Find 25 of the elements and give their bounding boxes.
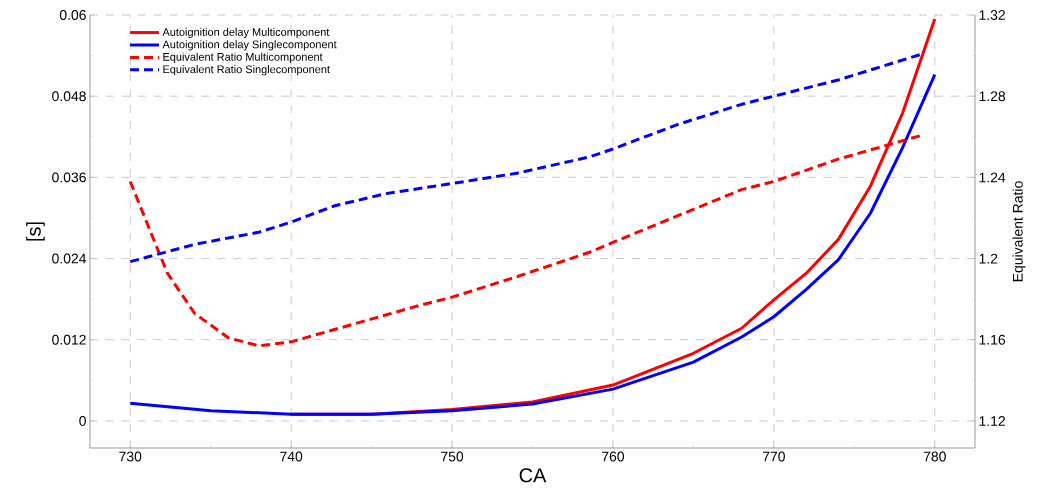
y-axis-title: [s] — [26, 222, 45, 241]
x-axis-title: CA — [519, 468, 547, 483]
legend-label: Equivalent Ratio Multicomponent — [163, 52, 323, 63]
y2-axis-title: Equivalent Ratio — [1012, 181, 1026, 282]
x-tick-label: 740 — [280, 451, 303, 462]
x-tick-label: 730 — [119, 451, 142, 462]
x-tick-label: 780 — [923, 451, 946, 462]
y2-tick-label: 1.12 — [979, 416, 1005, 426]
legend-label: Autoignition delay Multicomponent — [162, 27, 330, 39]
legend-label: Autoignition delay Singlecomponent — [162, 40, 337, 51]
y2-tick-label: 1.16 — [979, 334, 1006, 345]
y2-tick-label: 1.24 — [979, 172, 1006, 183]
y-tick-label: 0.012 — [52, 334, 86, 345]
y-tick-label: 0.06 — [59, 10, 86, 20]
y-tick-label: 0.036 — [52, 172, 86, 183]
y-tick-label: 0.048 — [52, 91, 86, 102]
y2-tick-label: 1.28 — [979, 91, 1006, 102]
y-tick-label: 0.024 — [52, 253, 87, 264]
y2-tick-label: 1.32 — [979, 10, 1005, 20]
x-tick-label: 770 — [762, 451, 785, 462]
x-tick-label: 760 — [602, 451, 625, 462]
y-tick-label: 0 — [79, 415, 86, 426]
x-tick-label: 750 — [441, 451, 464, 462]
legend-label: Equivalent Ratio Singlecomponent — [163, 65, 330, 76]
y2-tick-label: 1.2 — [979, 253, 998, 264]
